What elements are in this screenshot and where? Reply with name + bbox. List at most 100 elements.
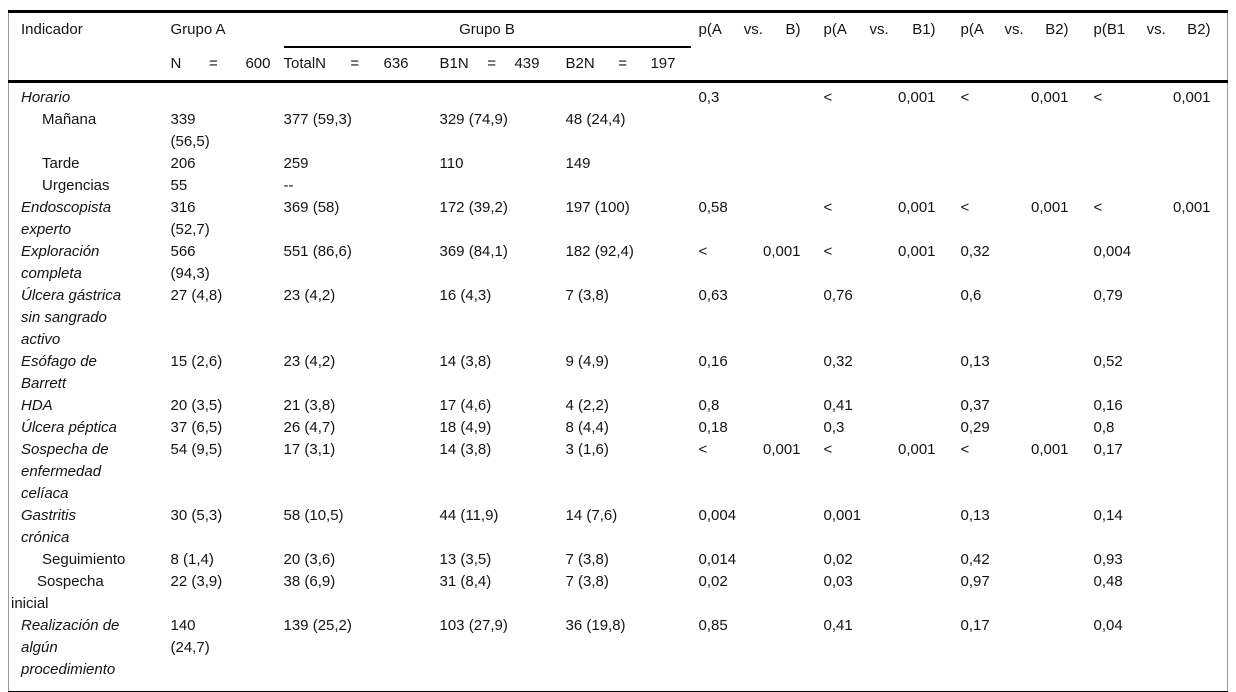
cell-b1 [440,175,566,197]
cell-grupo-b-total: 58 (10,5) [283,507,344,524]
table-header: Indicador Grupo A Grupo B p(A vs. B) p(A… [8,11,1228,83]
cell-p-b1-vs-b2: 0,17 [1093,441,1123,458]
cell-p-a-vs-b1: < 0,001 [823,441,936,458]
cell-p-a-vs-b1 [824,153,961,175]
cell-p-a-vs-b2: 0,13 [960,507,990,524]
cell-p-b1-vs-b2: 0,04 [1093,617,1123,634]
row-label: Gastritis crónica [21,507,77,546]
cell-p-a-vs-b: < 0,001 [698,441,801,458]
cell-grupo-a: 30 (5,3) [170,507,223,524]
cell-p-a-vs-b2: 0,17 [960,617,990,634]
cell-grupo-b-total [284,82,440,110]
cell-p-a-vs-b: 0,18 [698,419,728,436]
cell-p-a-vs-b1: < 0,001 [823,89,936,106]
cell-p-b1-vs-b2: 0,48 [1093,573,1123,590]
cell-b2: 4 (2,2) [565,397,609,414]
cell-grupo-a [171,82,284,110]
column-header-p-a-vs-b2: p(A vs. B2) [960,11,1094,83]
cell-b1: 31 (8,4) [439,573,492,590]
cell-p-a-vs-b1: 0,32 [823,353,853,370]
cell-p-b1-vs-b2 [1094,175,1228,197]
cell-b2: 182 (92,4) [565,243,634,260]
cell-p-a-vs-b2: 0,32 [960,243,990,260]
row-label: Urgencias [42,177,110,194]
cell-b2: 7 (3,8) [565,573,609,590]
cell-grupo-a: 54 (9,5) [170,441,223,458]
column-header-p-a-vs-b1: p(A vs. B1) [823,11,961,83]
cell-p-a-vs-b1: < 0,001 [823,243,936,260]
cell-p-a-vs-b: 0,16 [698,353,728,370]
column-header-p-a-vs-b: p(A vs. B) [698,11,824,83]
table-row: HDA 20 (3,5) 21 (3,8) 17 (4,6) 4 (2,2) 0… [9,395,1228,417]
row-label: Sospecha inicial [11,573,104,612]
cell-grupo-b-total: 26 (4,7) [283,419,336,436]
indicator-comparison-table: Indicador Grupo A Grupo B p(A vs. B) p(A… [8,10,1229,692]
cell-b2: 14 (7,6) [565,507,618,524]
cell-b1: 13 (3,5) [439,551,492,568]
table-body: Horario 0,3 < 0,001 < 0,001 < 0,001 Maña… [9,82,1228,692]
cell-p-a-vs-b [699,153,824,175]
cell-p-a-vs-b2: < 0,001 [960,89,1069,106]
cell-b1: 110 [439,155,464,172]
row-label: Seguimiento [42,551,126,568]
cell-grupo-a: 140 (24,7) [170,617,210,656]
cell-grupo-a: 37 (6,5) [170,419,223,436]
subheader-total-n: TotalN = 636 [283,48,440,83]
table-row: Endoscopista experto 316 (52,7) 369 (58)… [9,197,1228,241]
cell-p-a-vs-b: 0,02 [698,573,728,590]
cell-grupo-b-total: 377 (59,3) [283,111,352,128]
table-row: Úlcera péptica 37 (6,5) 26 (4,7) 18 (4,9… [9,417,1228,439]
cell-p-a-vs-b1: 0,001 [823,507,862,524]
row-label: Endoscopista experto [21,199,112,238]
table-row: Úlcera gástrica sin sangrado activo 27 (… [9,285,1228,351]
cell-p-a-vs-b2: 0,42 [960,551,990,568]
cell-p-a-vs-b2: 0,6 [960,287,982,304]
cell-grupo-b-total: 551 (86,6) [283,243,352,260]
table-row: Gastritis crónica 30 (5,3) 58 (10,5) 44 … [9,505,1228,549]
row-label: Sospecha de enfermedad celíaca [21,441,109,502]
subheader-b1-n: B1N = 439 [439,48,566,83]
row-label: HDA [21,397,53,414]
cell-b2: 7 (3,8) [565,287,609,304]
cell-b2: 8 (4,4) [565,419,609,436]
table-row: Horario 0,3 < 0,001 < 0,001 < 0,001 [9,82,1228,110]
column-header-grupo-b: Grupo B [283,12,699,48]
table-row: Tarde 206 259 110 149 [9,153,1228,175]
cell-grupo-a: 15 (2,6) [170,353,223,370]
cell-grupo-a: 20 (3,5) [170,397,223,414]
cell-b2: 7 (3,8) [565,551,609,568]
cell-grupo-a: 55 [170,177,188,194]
table-row: Sospecha de enfermedad celíaca 54 (9,5) … [9,439,1228,505]
cell-p-a-vs-b: 0,8 [698,397,720,414]
cell-grupo-b-total: 38 (6,9) [283,573,336,590]
cell-p-a-vs-b1 [824,175,961,197]
table-row: Mañana 339 (56,5) 377 (59,3) 329 (74,9) … [9,109,1228,153]
cell-p-b1-vs-b2 [1094,153,1228,175]
cell-b2: 9 (4,9) [565,353,609,370]
cell-b1: 17 (4,6) [439,397,492,414]
cell-b2: 197 (100) [565,199,630,216]
table-row: Seguimiento 8 (1,4) 20 (3,6) 13 (3,5) 7 … [9,549,1228,571]
cell-b1: 14 (3,8) [439,353,492,370]
row-label: Úlcera péptica [21,419,117,436]
cell-p-a-vs-b1: 0,76 [823,287,853,304]
cell-p-a-vs-b: 0,85 [698,617,728,634]
cell-grupo-a: 8 (1,4) [170,551,214,568]
cell-p-b1-vs-b2: < 0,001 [1093,89,1211,106]
cell-p-a-vs-b2 [961,153,1094,175]
cell-p-b1-vs-b2: 0,93 [1093,551,1123,568]
cell-p-a-vs-b2: 0,29 [960,419,990,436]
table-row: Realización de algún procedimiento 140 (… [9,615,1228,692]
row-label: Realización de algún procedimiento [21,617,120,678]
cell-p-b1-vs-b2: 0,52 [1093,353,1123,370]
cell-p-a-vs-b: 0,004 [698,507,737,524]
cell-p-b1-vs-b2 [1094,109,1228,153]
cell-p-a-vs-b: < 0,001 [698,243,801,260]
cell-p-a-vs-b [699,109,824,153]
cell-grupo-b-total: 369 (58) [283,199,340,216]
grupo-b-label: Grupo B [283,19,691,48]
cell-p-a-vs-b2: 0,13 [960,353,990,370]
cell-b1 [440,82,566,110]
table-row: Exploración completa 566 (94,3) 551 (86,… [9,241,1228,285]
